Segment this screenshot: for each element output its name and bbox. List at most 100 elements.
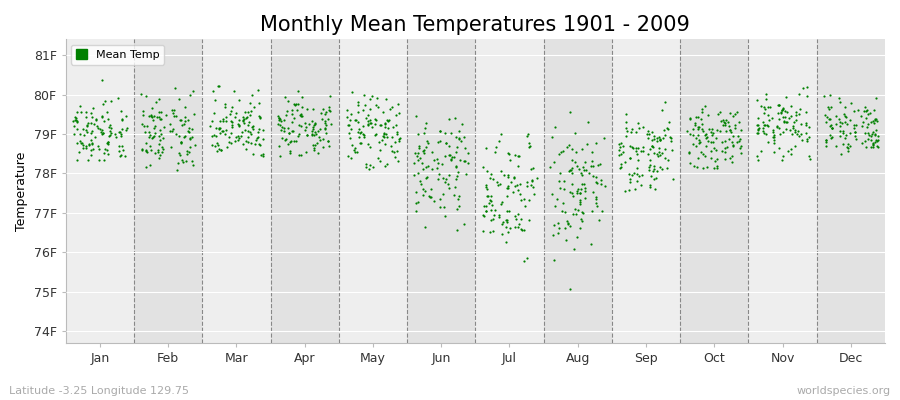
Point bbox=[650, 138, 664, 144]
Point bbox=[307, 144, 321, 151]
Point bbox=[224, 140, 238, 146]
Point bbox=[68, 114, 83, 121]
Point bbox=[232, 116, 247, 123]
Point bbox=[847, 108, 861, 114]
Point bbox=[114, 115, 129, 122]
Point bbox=[833, 99, 848, 105]
Point bbox=[96, 130, 111, 136]
Point bbox=[750, 130, 764, 137]
Point bbox=[284, 111, 299, 118]
Point bbox=[777, 118, 791, 124]
Point bbox=[590, 162, 605, 168]
Point bbox=[101, 139, 115, 145]
Point bbox=[446, 153, 460, 160]
Point bbox=[102, 124, 116, 130]
Point bbox=[286, 128, 301, 135]
Point bbox=[318, 118, 332, 124]
Point bbox=[870, 138, 885, 144]
Point bbox=[799, 120, 814, 126]
Point bbox=[431, 160, 446, 166]
Point bbox=[494, 131, 508, 138]
Point bbox=[76, 142, 90, 148]
Point bbox=[491, 138, 506, 144]
Point bbox=[793, 106, 807, 112]
Point bbox=[701, 112, 716, 118]
Point bbox=[514, 196, 528, 203]
Point bbox=[178, 118, 193, 124]
Point bbox=[724, 139, 739, 146]
Point bbox=[181, 117, 195, 124]
Point bbox=[324, 121, 338, 127]
Point bbox=[835, 128, 850, 134]
Point bbox=[353, 130, 367, 136]
Point bbox=[232, 123, 247, 129]
Point bbox=[631, 157, 645, 164]
Point bbox=[358, 160, 373, 167]
Point bbox=[772, 102, 787, 108]
Point bbox=[734, 142, 748, 149]
Point bbox=[752, 130, 766, 136]
Point bbox=[313, 110, 328, 117]
Point bbox=[305, 118, 320, 124]
Point bbox=[100, 108, 114, 115]
Point bbox=[437, 213, 452, 219]
Point bbox=[354, 140, 368, 146]
Point bbox=[344, 111, 358, 117]
Point bbox=[778, 94, 793, 101]
Point bbox=[585, 162, 599, 169]
Point bbox=[833, 133, 848, 139]
Point bbox=[481, 186, 495, 192]
Point bbox=[104, 125, 118, 132]
Point bbox=[278, 94, 293, 101]
Point bbox=[319, 109, 333, 115]
Point bbox=[385, 104, 400, 111]
Point bbox=[213, 117, 228, 124]
Point bbox=[168, 113, 183, 119]
Point bbox=[510, 163, 525, 169]
Point bbox=[274, 127, 288, 134]
Point bbox=[279, 112, 293, 118]
Point bbox=[716, 119, 731, 125]
Point bbox=[548, 203, 562, 209]
Bar bbox=[407, 39, 475, 343]
Point bbox=[772, 131, 787, 138]
Point bbox=[821, 104, 835, 110]
Point bbox=[715, 139, 729, 146]
Point bbox=[869, 137, 884, 143]
Point bbox=[759, 91, 773, 98]
Point bbox=[140, 164, 154, 170]
Point bbox=[236, 114, 250, 120]
Point bbox=[825, 124, 840, 131]
Point bbox=[488, 148, 502, 155]
Point bbox=[717, 149, 732, 155]
Point bbox=[344, 126, 358, 132]
Point bbox=[858, 104, 872, 110]
Point bbox=[73, 131, 87, 137]
Point bbox=[700, 134, 715, 140]
Point bbox=[716, 122, 731, 128]
Point bbox=[410, 152, 424, 159]
Point bbox=[164, 144, 178, 150]
Point bbox=[211, 142, 225, 149]
Point bbox=[728, 122, 742, 129]
Point bbox=[704, 128, 718, 135]
Point bbox=[231, 96, 246, 103]
Point bbox=[293, 152, 308, 158]
Point bbox=[704, 148, 718, 155]
Point bbox=[85, 128, 99, 135]
Point bbox=[824, 125, 839, 131]
Point bbox=[709, 165, 724, 172]
Point bbox=[751, 115, 765, 122]
Point bbox=[818, 119, 832, 126]
Point bbox=[660, 125, 674, 132]
Point bbox=[866, 118, 880, 124]
Point bbox=[765, 115, 779, 122]
Point bbox=[150, 114, 165, 120]
Point bbox=[448, 149, 463, 155]
Point bbox=[450, 173, 464, 179]
Point bbox=[597, 135, 611, 142]
Point bbox=[626, 145, 640, 152]
Point bbox=[561, 220, 575, 226]
Point bbox=[509, 216, 524, 222]
Point bbox=[271, 113, 285, 120]
